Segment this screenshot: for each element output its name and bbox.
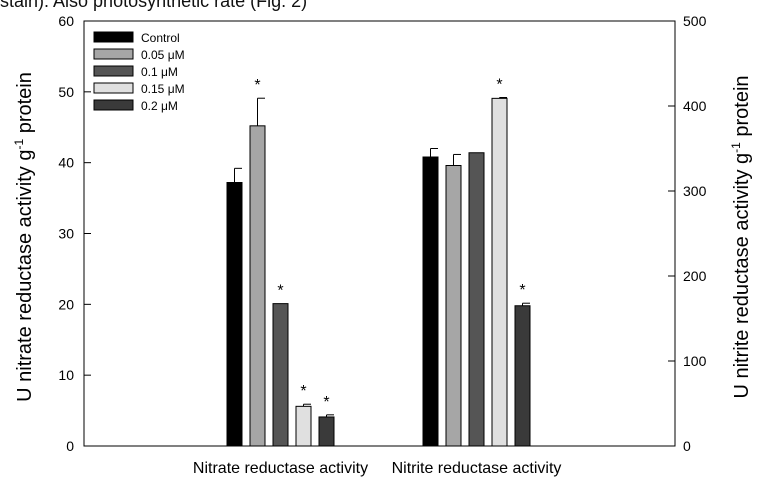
left-tick-label: 40 (58, 155, 74, 171)
bar (491, 97, 508, 447)
legend-swatch (93, 48, 134, 60)
significance-star: * (254, 77, 260, 94)
y2label-sup: -1 (729, 142, 743, 153)
left-tick-label: 20 (58, 296, 74, 312)
bar (468, 152, 485, 447)
significance-star: * (300, 383, 306, 400)
legend-swatch (93, 31, 134, 43)
bar (514, 305, 531, 447)
bar (445, 165, 462, 447)
right-tick-label: 400 (683, 98, 707, 114)
legend-label: 0.2 μM (141, 99, 178, 113)
left-tick-label: 10 (58, 367, 74, 383)
legend-label: Control (141, 31, 180, 45)
right-tick-label: 500 (683, 13, 707, 29)
caption-fragment: stain). Also photosynthetic rate (Fig. 2… (0, 0, 308, 11)
ylabel-tail: protein (14, 72, 36, 133)
bar (272, 303, 289, 447)
bar (422, 156, 439, 447)
svg-text:U nitrite reductase activity g: U nitrite reductase activity g-1 protein (729, 75, 753, 398)
plot-area: 0 10 20 30 40 50 60 0 100 200 300 400 500 * * * * Nitrate… (58, 13, 706, 477)
legend-swatch (93, 82, 134, 94)
right-tick-label: 0 (683, 438, 691, 454)
left-axis-title: U nitrate reductase activity g-1 protein (12, 72, 36, 402)
left-tick-label: 30 (58, 226, 74, 242)
bar (249, 125, 266, 447)
significance-star: * (496, 77, 502, 94)
category-label: Nitrate reductase activity (193, 460, 368, 477)
bar (226, 182, 243, 447)
significance-star: * (277, 283, 283, 300)
category-label: Nitrite reductase activity (392, 460, 562, 477)
right-tick-label: 300 (683, 183, 707, 199)
svg-text:U nitrate reductase activity g: U nitrate reductase activity g-1 protein (12, 72, 36, 402)
legend-swatch (93, 99, 134, 111)
right-axis-title: U nitrite reductase activity g-1 protein (729, 75, 753, 398)
significance-star: * (323, 394, 329, 411)
legend-label: 0.05 μM (141, 48, 185, 62)
legend-label: 0.15 μM (141, 82, 185, 96)
left-tick-label: 0 (66, 438, 74, 454)
left-tick-label: 50 (58, 84, 74, 100)
right-tick-label: 200 (683, 268, 707, 284)
left-tick-label: 60 (58, 13, 74, 29)
bar (318, 416, 335, 447)
ylabel-main: U nitrate reductase activity g (14, 150, 36, 402)
ylabel-sup: -1 (12, 139, 26, 150)
right-tick-label: 100 (683, 353, 707, 369)
bar (295, 405, 312, 447)
legend-label: 0.1 μM (141, 65, 178, 79)
y2label-tail: protein (731, 75, 753, 136)
legend-swatch (93, 65, 134, 77)
significance-star: * (519, 282, 525, 299)
y2label-main: U nitrite reductase activity g (731, 153, 753, 399)
